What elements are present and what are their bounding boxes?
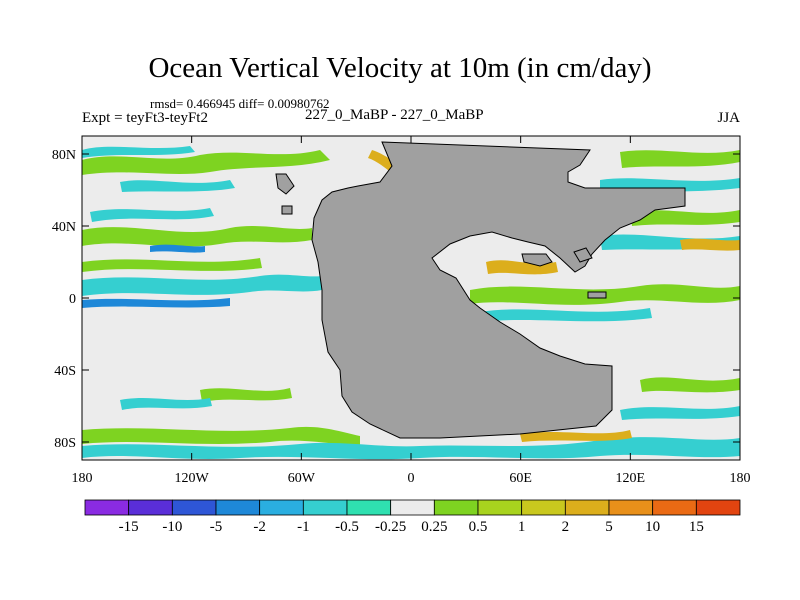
velocity-band <box>620 150 740 168</box>
colorbar-swatch <box>259 499 304 516</box>
lon-tick-label: 0 <box>408 471 415 486</box>
colorbar-swatch <box>171 499 217 516</box>
colorbar-label: -10 <box>162 519 182 535</box>
velocity-band <box>640 377 740 393</box>
colorbar-swatch <box>695 499 741 516</box>
colorbar-swatch <box>433 499 479 516</box>
velocity-band <box>82 258 262 272</box>
land-mass-island <box>573 247 593 263</box>
lon-tick-label: 60E <box>509 471 532 486</box>
velocity-band <box>90 208 214 222</box>
land-mass-island <box>521 253 553 267</box>
lat-tick-label: 80N <box>52 148 76 163</box>
stats-label: rmsd= 0.466945 diff= 0.00980762 <box>150 96 330 111</box>
lat-tick-label: 80S <box>54 436 76 451</box>
velocity-band <box>520 430 632 442</box>
colorbar-swatch <box>652 499 697 516</box>
season-label: JJA <box>717 110 740 126</box>
longitude-axis: 180 120W 60W 0 60E 120E 180 <box>72 136 751 486</box>
velocity-band <box>680 238 740 251</box>
colorbar-label: -1 <box>297 519 310 535</box>
velocity-band <box>630 210 740 226</box>
colorbar-swatch <box>346 499 392 516</box>
lon-tick-label: 120E <box>616 471 646 486</box>
colorbar-label: 0.25 <box>421 519 447 535</box>
colorbar: -15 -10 -5 -2 -1 -0.5 -0.25 0.25 0.5 1 2 5 10 15 <box>84 499 741 535</box>
lon-tick-label: 180 <box>730 471 751 486</box>
land-mass-island <box>275 173 295 195</box>
velocity-band <box>82 226 312 247</box>
velocity-band <box>82 426 360 446</box>
lon-tick-label: 60W <box>288 471 316 486</box>
velocity-band <box>120 180 235 192</box>
velocity-band <box>82 146 195 158</box>
colorbar-label: -0.5 <box>335 519 359 535</box>
velocity-band <box>82 150 330 175</box>
plot-title: Ocean Vertical Velocity at 10m (in cm/da… <box>148 52 652 84</box>
center-label: 227_0_MaBP - 227_0_MaBP <box>305 107 484 123</box>
lon-tick-label: 120W <box>175 471 210 486</box>
velocity-band <box>620 406 740 420</box>
velocity-band <box>200 388 292 402</box>
lat-tick-label: 0 <box>69 292 76 307</box>
map-plot-area <box>81 135 741 461</box>
velocity-field <box>82 146 740 460</box>
colorbar-label: -15 <box>119 519 139 535</box>
latitude-axis: 80N 40N 0 40S 80S <box>52 148 740 451</box>
colorbar-label: -2 <box>253 519 266 535</box>
velocity-band <box>120 398 212 410</box>
colorbar-label: 1 <box>518 519 526 535</box>
velocity-band <box>150 244 205 253</box>
colorbar-swatch <box>564 499 610 516</box>
velocity-band <box>82 298 230 308</box>
colorbar-label: -0.25 <box>375 519 406 535</box>
colorbar-swatch <box>84 499 130 516</box>
colorbar-label: 15 <box>689 519 704 535</box>
colorbar-label: 2 <box>562 519 570 535</box>
colorbar-swatch <box>215 499 261 516</box>
land-mass-island <box>587 291 607 299</box>
colorbar-swatch <box>128 499 173 516</box>
colorbar-label: 10 <box>645 519 660 535</box>
velocity-band <box>82 274 322 296</box>
colorbar-swatch <box>608 499 654 516</box>
experiment-label: Expt = teyFt3-teyFt2 <box>82 110 208 126</box>
land-mass-pangea <box>311 141 686 439</box>
colorbar-swatch <box>477 499 523 516</box>
lon-tick-label: 180 <box>72 471 93 486</box>
colorbar-label: 0.5 <box>469 519 488 535</box>
colorbar-swatch <box>521 499 566 516</box>
colorbar-label: 5 <box>605 519 613 535</box>
colorbar-swatch <box>390 499 435 516</box>
colorbar-swatch <box>302 499 348 516</box>
lat-tick-label: 40S <box>54 364 76 379</box>
velocity-band <box>480 308 652 322</box>
lat-tick-label: 40N <box>52 220 76 235</box>
colorbar-label: -5 <box>210 519 223 535</box>
velocity-band <box>82 437 740 460</box>
land-mass-island <box>281 205 293 215</box>
